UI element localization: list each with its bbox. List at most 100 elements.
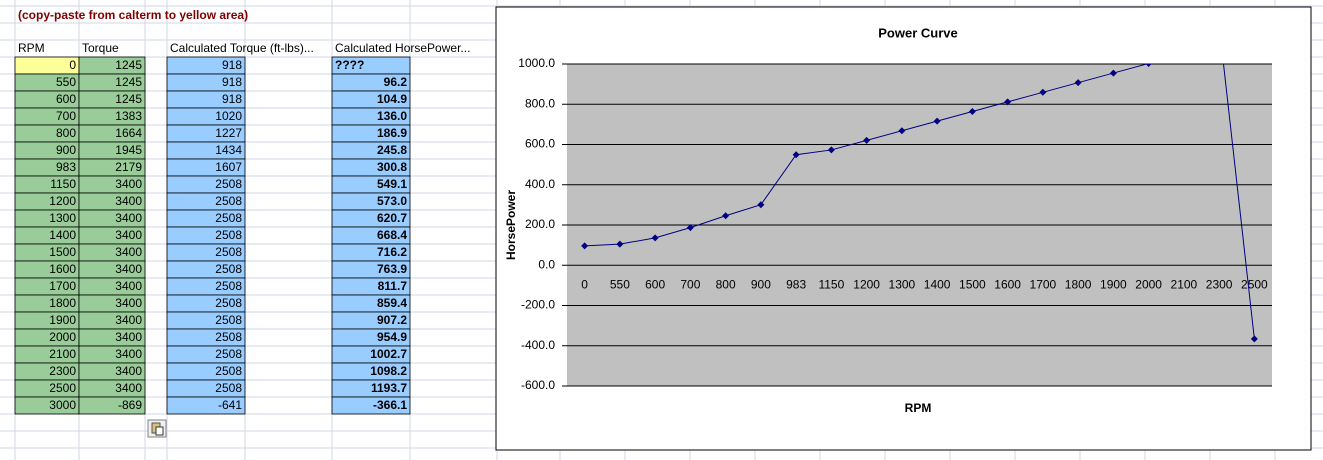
cell-text: 1098.2 [370,364,407,378]
marker [1145,64,1152,67]
marker [792,151,800,159]
cell-text: 3400 [115,177,142,191]
cell-text: 918 [222,58,242,72]
cell-text: 2508 [215,211,242,225]
paste-icon[interactable] [147,419,167,438]
cell-text: 1245 [115,75,142,89]
cell-text: 859.4 [377,296,407,310]
cell-text: -869 [118,398,142,412]
x-tick-label: 900 [751,277,771,291]
cell-text: 1800 [49,296,76,310]
marker [968,108,976,116]
cell-text: 0 [69,58,76,72]
cell-text: 2508 [215,177,242,191]
cell-text: 1193.7 [371,381,407,395]
cell-text: 1400 [49,228,76,242]
marker [827,146,835,154]
cell-text: 3400 [115,194,142,208]
x-tick-label: 2300 [1206,277,1233,291]
cell-text: 800 [56,126,76,140]
y-tick-label: -400.0 [521,338,555,352]
chart-title: Power Curve [878,25,957,40]
cell-text: 2508 [215,330,242,344]
cell-text: 1607 [215,160,242,174]
y-tick-label: 600.0 [525,137,555,151]
column-header: Torque [82,41,119,55]
y-tick-label: 800.0 [525,96,555,110]
x-tick-label: 2000 [1135,277,1162,291]
cell-text: 900 [56,143,76,157]
marker [651,234,659,242]
cell-text: 811.7 [378,279,408,293]
cell-text: 136.0 [377,109,407,123]
cell-text: 2508 [215,228,242,242]
marker [581,242,589,250]
x-tick-label: 550 [610,277,630,291]
cell-text: 2508 [215,194,242,208]
cell-text: 2508 [215,245,242,259]
marker [898,127,906,135]
cell-text: 3400 [115,296,142,310]
cell-text: 2179 [115,160,142,174]
cell-text: 3400 [115,279,142,293]
marker [863,136,871,144]
cell-text: 1945 [115,143,142,157]
cell-text: 2500 [49,381,76,395]
x-axis-label: RPM [905,401,932,415]
x-tick-label: 1400 [924,277,951,291]
cell-text: 2508 [215,381,242,395]
cell-text: 3400 [115,262,142,276]
cell-text: 2508 [215,262,242,276]
cell-text: 1245 [115,58,142,72]
cell-text: 2000 [49,330,76,344]
cell-text: 1900 [49,313,76,327]
cell-text: 1500 [49,245,76,259]
cell [331,396,411,415]
cell-text: 245.8 [377,143,407,157]
y-tick-label: -200.0 [521,298,555,312]
x-tick-label: 983 [786,277,806,291]
cell-text: 3400 [115,313,142,327]
marker [686,224,694,232]
cell-text: 186.9 [377,126,407,140]
cell-text: 716.2 [377,245,407,259]
cell-text: 2100 [49,347,76,361]
x-tick-label: 1800 [1065,277,1092,291]
cell-text: 918 [222,75,242,89]
cell-text: 2300 [49,364,76,378]
cell-text: 1245 [115,92,142,106]
cell-text: 3400 [115,245,142,259]
y-tick-label: -600.0 [521,378,555,392]
cell-text: 1600 [49,262,76,276]
cell-text: 954.9 [377,330,407,344]
cell-text: 1700 [49,279,76,293]
cell-text: 620.7 [377,211,407,225]
cell-text: 1020 [215,109,242,123]
cell-text: 3400 [115,211,142,225]
y-tick-label: 400.0 [525,177,555,191]
column-header: Calculated HorsePower... [335,41,470,55]
x-tick-label: 1900 [1100,277,1127,291]
x-tick-label: 2100 [1171,277,1198,291]
cell-text: ???? [335,58,364,72]
x-tick-label: 1150 [818,277,844,291]
cell-text: 2508 [215,296,242,310]
x-tick-label: 2500 [1241,277,1268,291]
cell-text: 3400 [115,364,142,378]
x-tick-label: 1200 [853,277,880,291]
marker [1250,335,1258,343]
cell-text: 1150 [50,177,76,191]
x-tick-label: 1300 [889,277,916,291]
cell-text: 549.1 [377,177,407,191]
cell-text: -641 [218,398,242,412]
marker [933,117,941,125]
note: (copy-paste from calterm to yellow area) [18,8,248,22]
marker [757,201,765,209]
cell-text: 1383 [115,109,142,123]
cell-text: 3400 [115,330,142,344]
cell-text: 1300 [49,211,76,225]
x-tick-label: 1700 [1030,277,1057,291]
x-tick-label: 600 [645,277,665,291]
